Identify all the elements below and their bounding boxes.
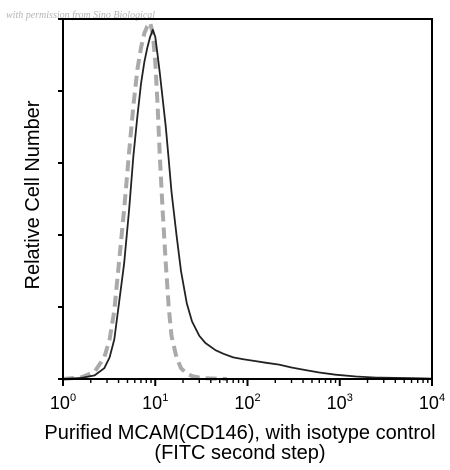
plot-area: 100 101 102 103 104 [50, 18, 445, 413]
watermark-text: with permission from Sino Biological [6, 10, 155, 21]
x-tick-label: 103 [327, 392, 353, 413]
x-tick-label: 102 [234, 392, 260, 413]
isotype-control-curve [62, 20, 228, 381]
sample-curve [62, 28, 433, 380]
x-tick-label: 101 [142, 392, 168, 413]
y-axis-title: Relative Cell Number [22, 100, 44, 289]
x-axis-title-line1: Purified MCAM(CD146), with isotype contr… [44, 422, 435, 444]
plot-frame [62, 18, 433, 380]
x-tick-label: 104 [419, 392, 445, 413]
x-tick-label: 100 [50, 392, 76, 413]
x-axis-title-line2: (FITC second step) [154, 442, 325, 464]
